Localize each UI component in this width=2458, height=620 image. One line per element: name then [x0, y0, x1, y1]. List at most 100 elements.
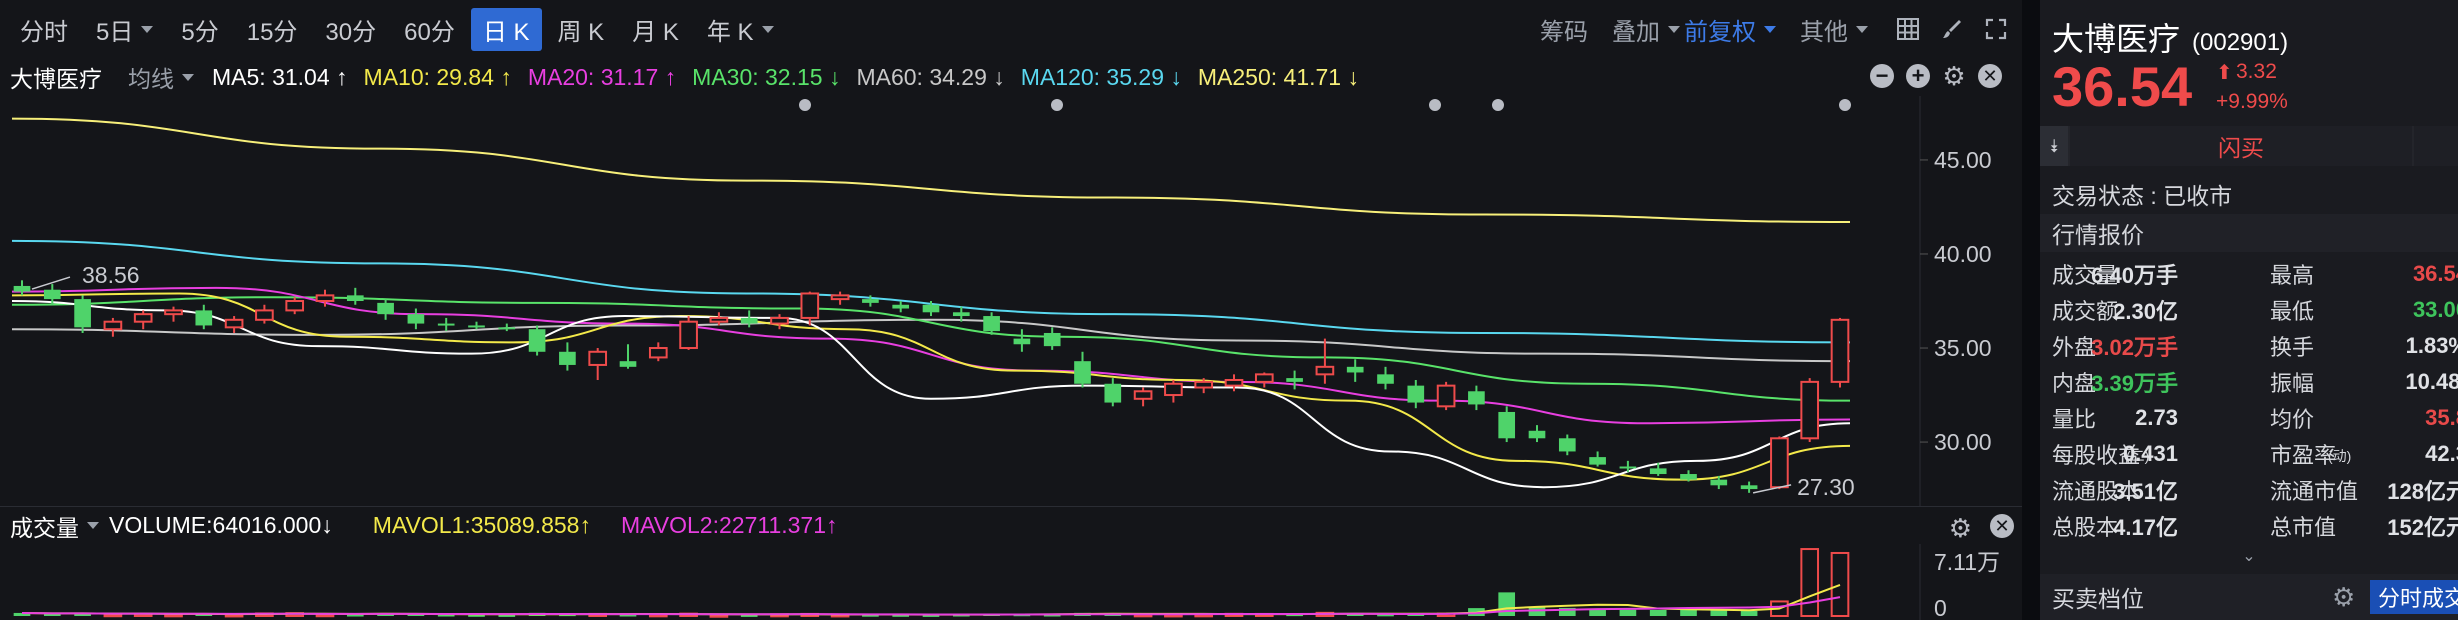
- chart-panel: 分时 5日 5分 15分 30分 60分 日 K 周 K 月 K 年 K 筹码 …: [0, 7, 2022, 620]
- gear-icon[interactable]: ⚙: [1942, 61, 1966, 91]
- candle-up: [1800, 380, 1820, 440]
- collapse-icon[interactable]: ⯯: [2040, 126, 2068, 166]
- quote-label-suffix: (二): [2126, 448, 2150, 464]
- quote-value: 2.73: [2135, 405, 2178, 430]
- candle-down: [43, 289, 61, 300]
- close-icon[interactable]: ✕: [1990, 514, 2014, 538]
- tab-label: 5日: [96, 18, 134, 46]
- candle-down: [1589, 457, 1606, 465]
- tab-yearly-k[interactable]: 年 K: [695, 8, 786, 51]
- candle-down: [468, 325, 485, 328]
- grid-layout-icon[interactable]: [1896, 17, 1920, 41]
- candle-down: [1104, 383, 1122, 403]
- ma-type-dropdown[interactable]: 均线: [128, 60, 194, 94]
- tab-label: 5分: [181, 18, 219, 46]
- candle-up: [1770, 437, 1789, 489]
- overlay-button[interactable]: 叠加: [1612, 12, 1680, 47]
- candlestick-chart[interactable]: 45.00 40.00 35.00 30.00 38.56 27.30: [0, 96, 2022, 506]
- tab-5min[interactable]: 5分: [169, 8, 230, 51]
- candle-up: [770, 316, 789, 325]
- candle-up: [648, 347, 668, 359]
- quote-label: 流通股本: [2052, 479, 2141, 504]
- candle-up: [679, 320, 698, 350]
- candle-down: [1286, 378, 1303, 382]
- quote-label: 最高: [2270, 263, 2315, 288]
- quote-label: 流通市值: [2270, 479, 2359, 504]
- gear-icon[interactable]: ⚙: [1948, 513, 1972, 543]
- candle-down: [740, 317, 758, 324]
- candle-up: [1254, 373, 1274, 383]
- candle-down: [1558, 438, 1576, 452]
- expand-icon[interactable]: ⌄: [2242, 548, 2256, 565]
- y-tick-label: 30.00: [1934, 429, 1992, 455]
- other-label: 其他: [1800, 18, 1848, 46]
- volume-chart[interactable]: 7.11万 0: [0, 544, 2022, 620]
- candle-down: [1649, 468, 1667, 475]
- y-tick-label: 45.00: [1934, 147, 1992, 173]
- flash-trade-button[interactable]: 闪买: [2070, 126, 2412, 166]
- candle-down: [559, 351, 576, 365]
- candle-down: [952, 312, 970, 317]
- candle-down: [437, 323, 455, 326]
- volume-bar-down: [43, 613, 61, 616]
- volume-bar-down: [498, 614, 516, 617]
- candle-up: [285, 300, 305, 312]
- gear-icon[interactable]: ⚙: [2332, 582, 2356, 612]
- candle-down: [1468, 391, 1485, 405]
- quote-value: 0.431: [2122, 441, 2178, 466]
- chart-controls: − + ⚙ ✕: [1858, 61, 2002, 91]
- quote-value: 128亿元: [2387, 479, 2458, 504]
- quote-label: 总市值: [2270, 515, 2337, 540]
- tab-weekly-k[interactable]: 周 K: [546, 8, 617, 51]
- quote-value: 35.8: [2425, 405, 2458, 430]
- brush-icon[interactable]: [1940, 17, 1964, 41]
- chevron-down-icon[interactable]: [87, 522, 99, 529]
- minus-icon[interactable]: −: [1870, 64, 1894, 88]
- tab-60min[interactable]: 60分: [392, 8, 467, 51]
- tab-daily-k[interactable]: 日 K: [470, 7, 542, 51]
- tab-intraday[interactable]: 分时: [8, 8, 80, 51]
- quote-section-header: 行情报价: [2040, 214, 2458, 252]
- flash-sell-button[interactable]: [2414, 126, 2458, 166]
- mavol2-line: [21, 596, 1841, 616]
- adjust-button[interactable]: 前复权: [1684, 12, 1776, 47]
- candle-down: [1680, 474, 1697, 480]
- stock-code: (002901): [2192, 29, 2289, 56]
- other-button[interactable]: 其他: [1800, 12, 1868, 47]
- ma250-value: MA250: 41.71 ↓: [1197, 63, 1359, 90]
- event-marker: [1051, 99, 1063, 111]
- candle-down: [74, 299, 91, 328]
- stock-name-label: 大博医疗: [10, 66, 102, 92]
- quote-value: 10.48%: [2405, 369, 2458, 394]
- candle-up: [709, 316, 729, 323]
- chevron-down-icon: [1668, 25, 1680, 33]
- chips-button[interactable]: 筹码: [1540, 12, 1588, 47]
- candle-down: [892, 304, 910, 309]
- panel-divider[interactable]: [2022, 0, 2040, 620]
- volume-bar-down: [1589, 608, 1606, 616]
- volume-bar-down: [13, 612, 31, 616]
- tab-tick-trades[interactable]: 分时成交: [2370, 580, 2458, 614]
- event-marker: [1429, 99, 1441, 111]
- quote-value: 42.3: [2425, 441, 2458, 466]
- close-icon[interactable]: ✕: [1978, 64, 2002, 88]
- tab-label: 60分: [404, 18, 455, 46]
- tab-5day[interactable]: 5日: [84, 8, 165, 51]
- up-arrow-icon: ⬆: [2216, 62, 2233, 84]
- candle-down: [528, 329, 546, 352]
- candle-down: [1377, 374, 1394, 384]
- ma-type-label: 均线: [128, 66, 174, 92]
- volume-bar-down: [346, 614, 364, 617]
- tab-15min[interactable]: 15分: [235, 8, 310, 51]
- fullscreen-icon[interactable]: [1984, 17, 2008, 41]
- candle-up: [103, 320, 123, 331]
- quote-label: 成交量: [2052, 263, 2119, 288]
- candle-down: [377, 302, 394, 315]
- candle-down: [862, 299, 879, 303]
- tab-monthly-k[interactable]: 月 K: [620, 8, 691, 51]
- volume-bar-down: [1740, 610, 1758, 616]
- plus-icon[interactable]: +: [1906, 64, 1930, 88]
- quote-panel: 大博医疗 (002901) 36.54 ⬆ 3.32 +9.99% ⯯ 闪买 交…: [2040, 0, 2458, 620]
- quote-row: 外盘3.02万手 换手 1.83%: [2052, 328, 2458, 364]
- tab-30min[interactable]: 30分: [313, 8, 388, 51]
